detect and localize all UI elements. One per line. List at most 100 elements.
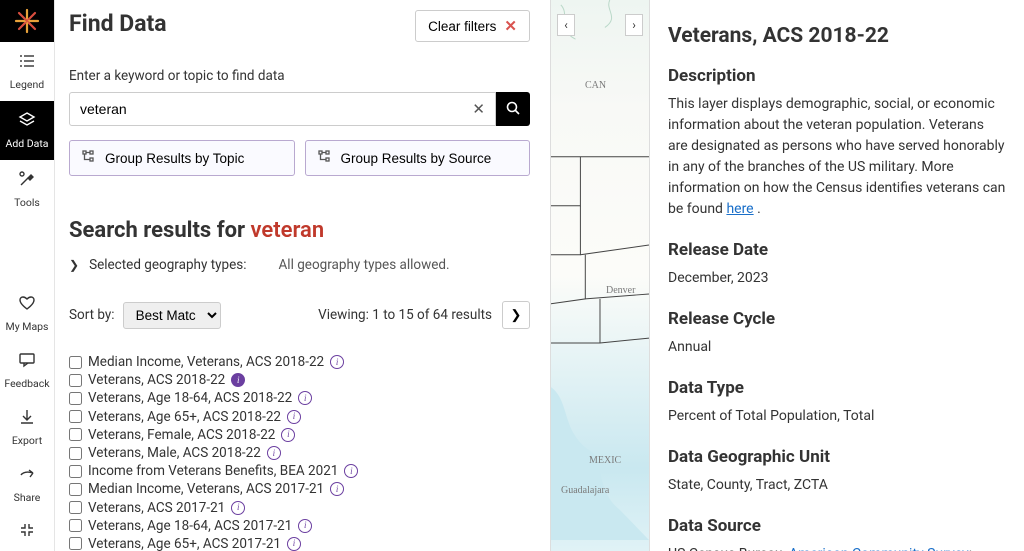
close-icon: ✕	[504, 17, 517, 35]
section-heading: Release Cycle	[668, 309, 1006, 329]
sort-select[interactable]: Best Match	[123, 302, 221, 329]
app-logo[interactable]	[0, 0, 54, 42]
info-icon[interactable]: i	[267, 446, 281, 460]
group-by-source-button[interactable]: Group Results by Source	[305, 140, 531, 176]
result-item[interactable]: Median Income, Veterans, ACS 2018-22 i	[69, 353, 530, 371]
search-input-wrap: ✕	[69, 92, 496, 126]
result-item[interactable]: Veterans, ACS 2018-22i	[69, 371, 530, 389]
info-icon[interactable]: i	[330, 355, 344, 369]
group-by-topic-button[interactable]: Group Results by Topic	[69, 140, 295, 176]
clear-filters-button[interactable]: Clear filters ✕	[415, 10, 530, 42]
result-checkbox[interactable]	[69, 465, 82, 478]
result-item[interactable]: Veterans, Age 18-64, ACS 2018-22 i	[69, 389, 530, 407]
result-label: Veterans, Age 65+, ACS 2018-22	[88, 409, 281, 425]
nav-label: Feedback	[4, 377, 49, 390]
viewing-text: Viewing: 1 to 15 of 64 results	[318, 307, 492, 323]
result-item[interactable]: Veterans, Female, ACS 2018-22 i	[69, 426, 530, 444]
description-text: This layer displays demographic, social,…	[668, 94, 1006, 220]
detail-title: Veterans, ACS 2018-22	[668, 24, 1006, 48]
result-label: Median Income, Veterans, ACS 2018-22	[88, 354, 324, 370]
result-item[interactable]: Veterans, Age 65+, ACS 2017-21 i	[69, 535, 530, 551]
map-label: Denver	[606, 285, 635, 296]
info-icon[interactable]: i	[281, 428, 295, 442]
results-query: veteran	[251, 218, 325, 243]
find-data-panel: Find Data Clear filters ✕ Enter a keywor…	[55, 0, 550, 551]
map-strip[interactable]: CAN Denver MEXIC Guadalajara ‹ ›	[550, 0, 650, 551]
info-icon[interactable]: i	[287, 537, 301, 551]
result-item[interactable]: Veterans, Age 18-64, ACS 2017-21i	[69, 517, 530, 535]
result-item[interactable]: Veterans, ACS 2017-21i	[69, 499, 530, 517]
nav-label: Legend	[10, 78, 44, 91]
geo-unit: State, County, Tract, ZCTA	[668, 475, 1006, 496]
nav-my-maps[interactable]: My Maps	[0, 285, 54, 342]
left-nav: Legend Add Data Tools My Maps Feedback	[0, 0, 55, 551]
result-label: Veterans, Female, ACS 2018-22	[88, 427, 275, 443]
next-page-button[interactable]: ❯	[502, 301, 530, 329]
search-input[interactable]	[80, 101, 472, 117]
nav-label: Export	[12, 434, 42, 447]
map-label: CAN	[585, 80, 606, 91]
result-label: Veterans, Age 65+, ACS 2017-21	[88, 536, 281, 551]
result-checkbox[interactable]	[69, 483, 82, 496]
minimize-icon	[19, 522, 35, 542]
info-icon[interactable]: i	[298, 391, 312, 405]
info-icon[interactable]: i	[287, 410, 301, 424]
section-heading: Description	[668, 66, 1006, 86]
result-label: Median Income, Veterans, ACS 2017-21	[88, 481, 324, 497]
result-checkbox[interactable]	[69, 537, 82, 550]
nav-export[interactable]: Export	[0, 399, 54, 456]
info-icon[interactable]: i	[231, 373, 245, 387]
panel-title: Find Data	[69, 10, 415, 37]
nav-fullscreen[interactable]	[0, 513, 54, 551]
result-checkbox[interactable]	[69, 428, 82, 441]
result-label: Income from Veterans Benefits, BEA 2021	[88, 463, 338, 479]
nav-legend[interactable]: Legend	[0, 42, 54, 101]
nav-label: Tools	[14, 196, 40, 209]
map-label: Guadalajara	[561, 485, 609, 496]
result-checkbox[interactable]	[69, 501, 82, 514]
result-label: Veterans, Age 18-64, ACS 2018-22	[88, 390, 292, 406]
source-link[interactable]: American Community Survey	[789, 546, 969, 551]
description-link[interactable]: here	[726, 201, 753, 217]
nav-label: Add Data	[5, 137, 48, 150]
result-checkbox[interactable]	[69, 410, 82, 423]
collapse-left-button[interactable]: ‹	[557, 14, 575, 36]
collapse-right-button[interactable]: ›	[625, 14, 643, 36]
data-type: Percent of Total Population, Total	[668, 406, 1006, 427]
release-date: December, 2023	[668, 268, 1006, 289]
info-icon[interactable]: i	[298, 519, 312, 533]
nav-tools[interactable]: Tools	[0, 160, 54, 219]
nav-add-data[interactable]: Add Data	[0, 101, 54, 160]
download-icon	[18, 408, 36, 430]
share-icon	[18, 465, 36, 487]
result-checkbox[interactable]	[69, 356, 82, 369]
nav-feedback[interactable]: Feedback	[0, 342, 54, 399]
result-checkbox[interactable]	[69, 374, 82, 387]
section-heading: Release Date	[668, 240, 1006, 260]
section-heading: Data Geographic Unit	[668, 447, 1006, 467]
info-icon[interactable]: i	[231, 501, 245, 515]
legend-icon	[18, 52, 36, 74]
map-label: MEXIC	[589, 455, 621, 466]
result-checkbox[interactable]	[69, 392, 82, 405]
geography-filter-row[interactable]: ❯ Selected geography types: All geograph…	[69, 257, 530, 273]
group-label: Group Results by Source	[341, 151, 492, 166]
result-item[interactable]: Income from Veterans Benefits, BEA 2021 i	[69, 462, 530, 480]
result-checkbox[interactable]	[69, 447, 82, 460]
search-button[interactable]	[496, 92, 530, 126]
search-icon	[506, 101, 520, 115]
result-label: Veterans, Male, ACS 2018-22	[88, 445, 261, 461]
data-source: US Census Bureau, American Community Sur…	[668, 544, 1006, 551]
result-checkbox[interactable]	[69, 519, 82, 532]
result-item[interactable]: Veterans, Age 65+, ACS 2018-22 i	[69, 408, 530, 426]
result-item[interactable]: Median Income, Veterans, ACS 2017-21 i	[69, 480, 530, 498]
clear-search-icon[interactable]: ✕	[472, 100, 485, 118]
layers-icon	[18, 111, 36, 133]
nav-share[interactable]: Share	[0, 456, 54, 513]
clear-filters-label: Clear filters	[428, 19, 496, 34]
info-icon[interactable]: i	[344, 464, 358, 478]
info-icon[interactable]: i	[330, 482, 344, 496]
results-heading: Search results for veteran	[69, 218, 530, 243]
chat-icon	[18, 351, 36, 373]
result-item[interactable]: Veterans, Male, ACS 2018-22 i	[69, 444, 530, 462]
